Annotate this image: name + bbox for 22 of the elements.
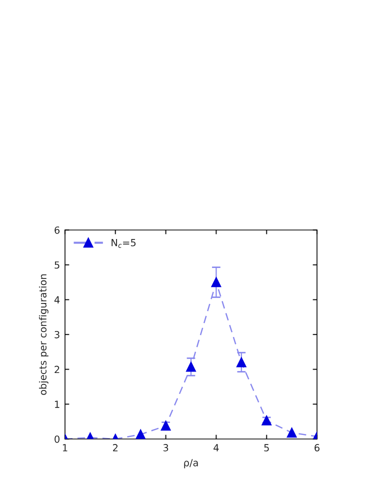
y-tick-label: 1 [55,400,60,408]
point [186,362,196,372]
x-tick-label: 5 [264,444,269,452]
y-tick-label: 5 [54,261,60,269]
point [286,428,297,438]
point [160,420,171,431]
x-tick-label: 4 [214,444,219,452]
x-tick-label: 6 [314,444,320,452]
x-tick-label: 2 [113,444,118,452]
legend-label: N$_{c}$=5 [112,239,136,248]
y-tick-label: 0 [54,435,60,443]
x-tick-label: 3 [163,444,168,452]
point [136,430,146,439]
y-tick-label: 6 [54,226,60,234]
x-tick-label: 1 [62,444,68,452]
point [211,277,222,288]
x-axis-title: ρ/a [184,459,198,468]
y-tick-label: 3 [54,330,60,338]
y-axis-title: objects per configuration [38,274,48,395]
y-tick-label: 4 [54,296,60,304]
y-tick-label: 2 [54,366,60,374]
point [236,358,246,368]
